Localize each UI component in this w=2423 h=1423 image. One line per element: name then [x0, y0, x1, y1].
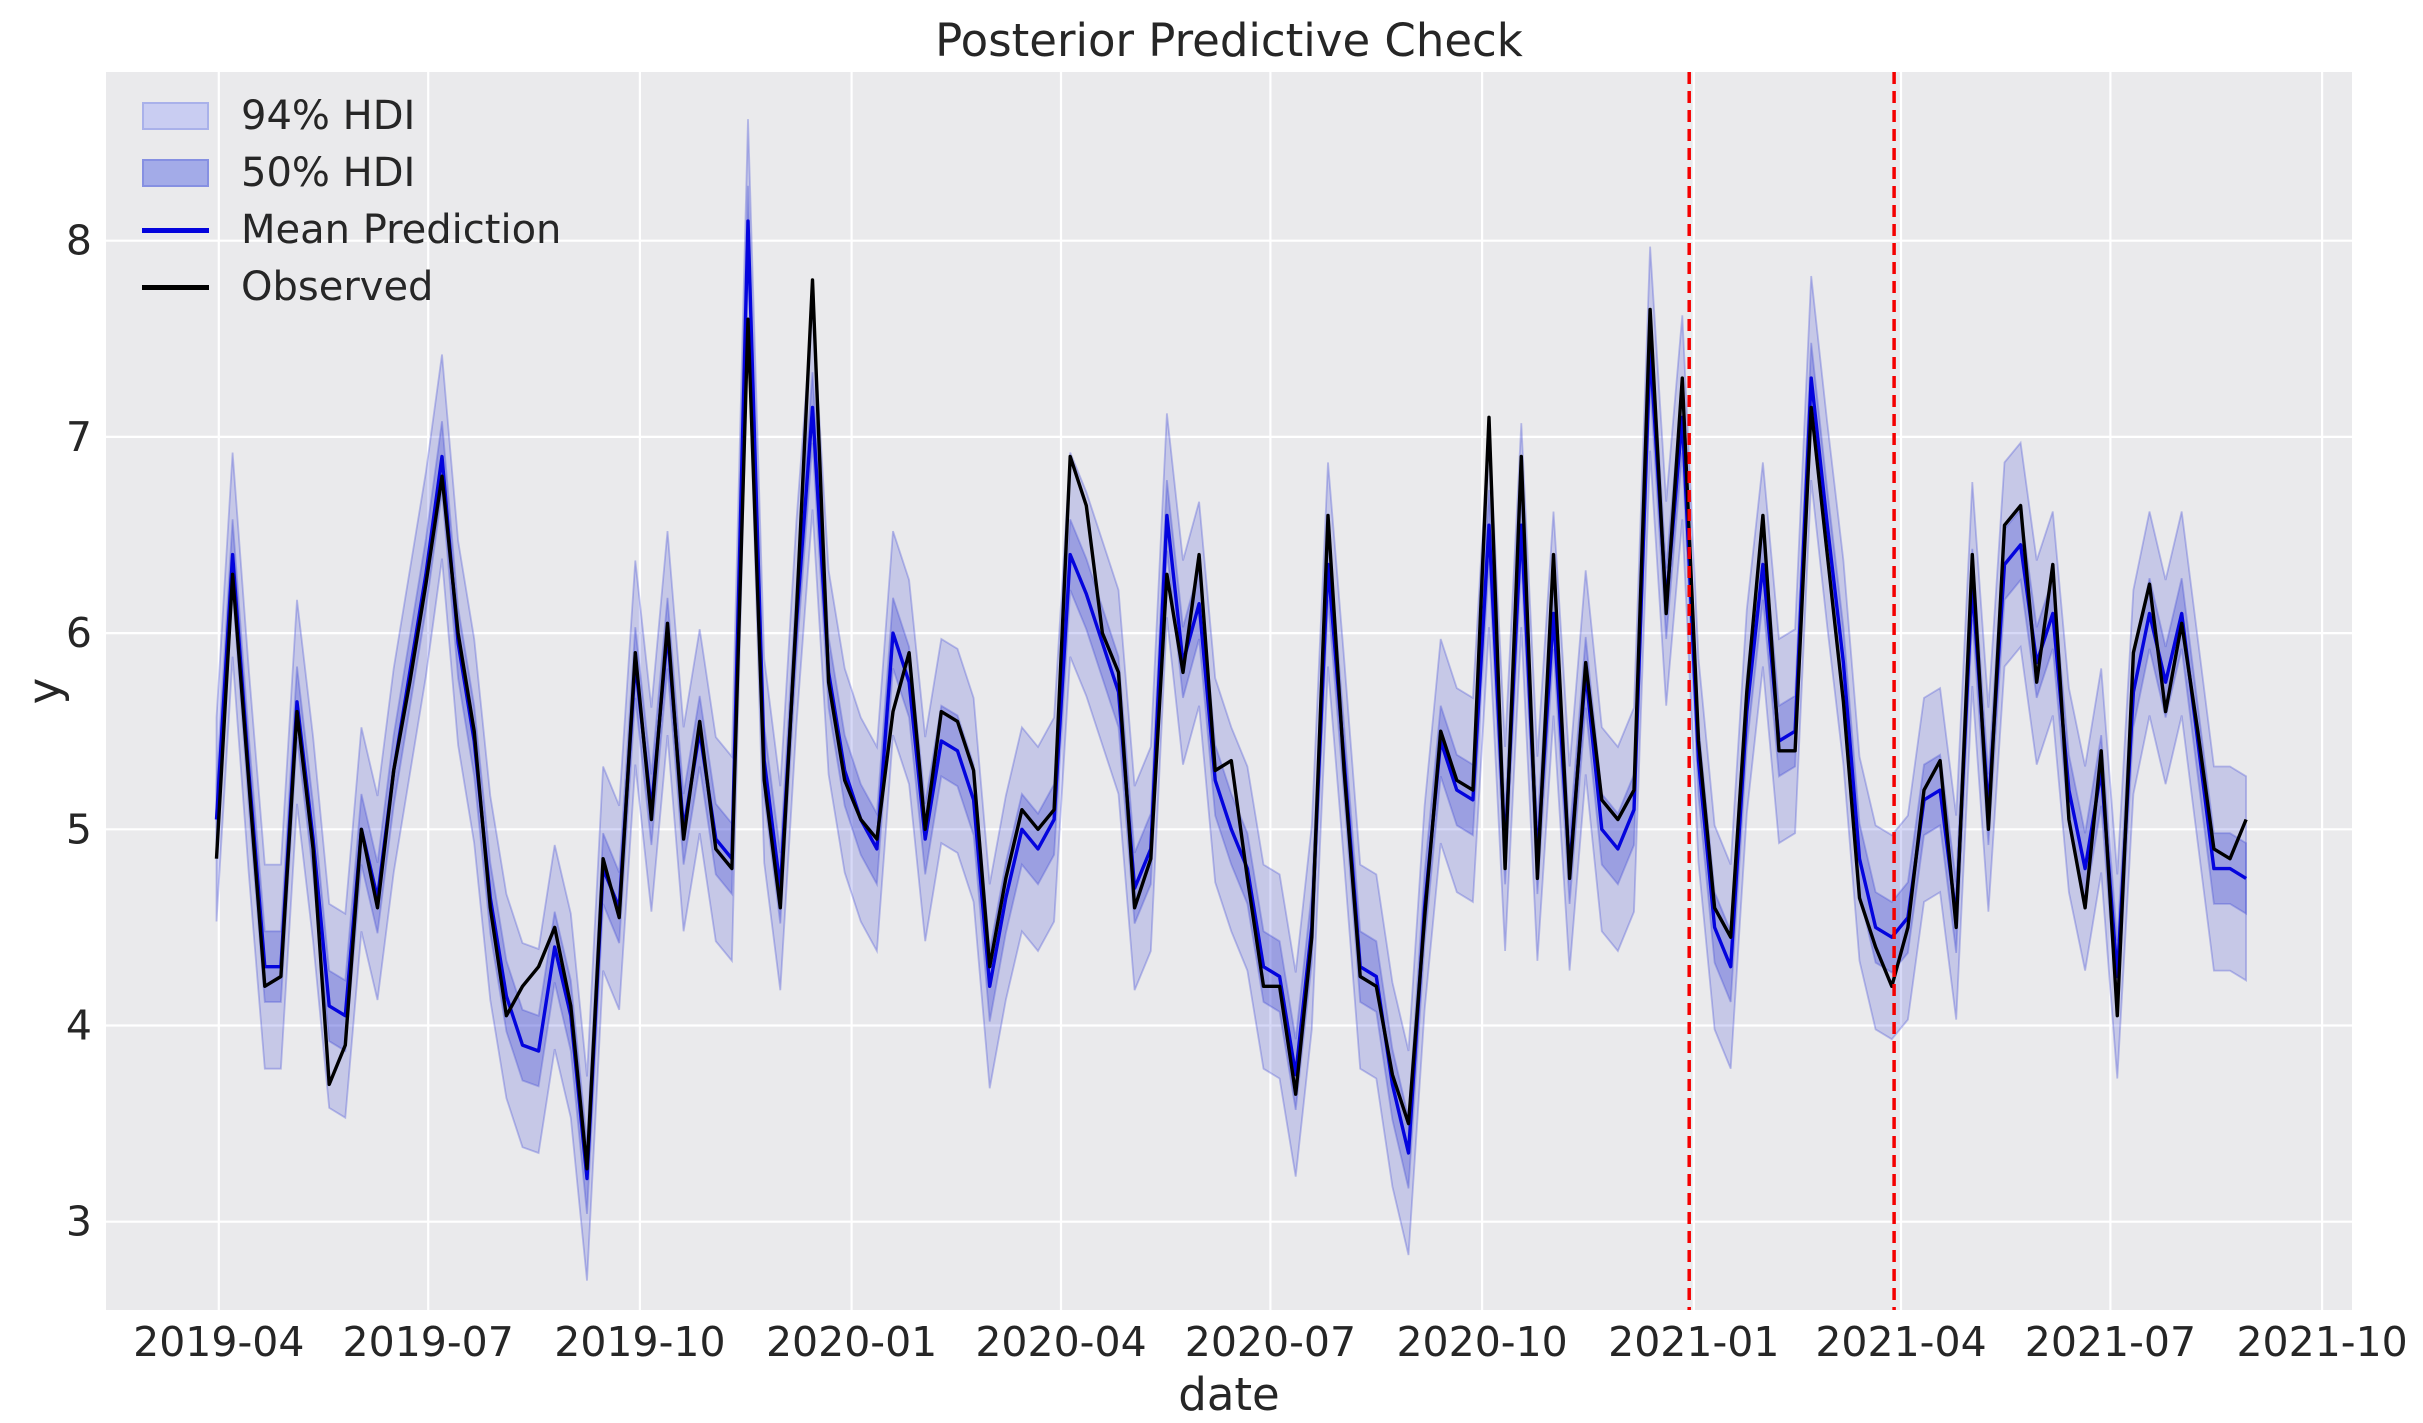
plot-area	[106, 72, 2352, 1310]
hdi94-band	[215, 119, 2248, 1281]
observed-line	[214, 278, 2248, 1171]
legend-item-hdi94: 94% HDI	[142, 96, 561, 136]
x-tick-label: 2021-07	[2025, 1318, 2196, 1366]
x-tick-labels: 2019-04 2019-07 2019-10 2020-01 2020-04 2020-…	[133, 1318, 2408, 1366]
x-tick-label: 2019-07	[343, 1318, 514, 1366]
y-tick-labels: 3 4 5 6 7 8	[66, 217, 92, 1246]
x-tick-label: 2019-04	[133, 1318, 304, 1366]
x-axis-label: date	[1178, 1368, 1280, 1421]
y-grid	[106, 239, 2352, 1223]
y-tick-label: 3	[66, 1198, 92, 1246]
y-tick-label: 7	[66, 413, 92, 461]
legend-item-observed: Observed	[142, 267, 561, 307]
hdi50-swatch-icon	[142, 159, 209, 187]
hdi50-band	[215, 185, 2248, 1214]
legend-item-mean: Mean Prediction	[142, 210, 561, 250]
x-tick-label: 2020-01	[766, 1318, 937, 1366]
x-tick-label: 2021-10	[2236, 1318, 2407, 1366]
x-tick-label: 2021-04	[1815, 1318, 1986, 1366]
y-tick-label: 4	[66, 1002, 92, 1050]
y-tick-label: 5	[66, 805, 92, 853]
chart-title: Posterior Predictive Check	[935, 14, 1523, 67]
legend-label: 94% HDI	[241, 93, 416, 139]
legend-label: Observed	[241, 264, 434, 310]
y-tick-label: 6	[66, 609, 92, 657]
legend-item-hdi50: 50% HDI	[142, 153, 561, 193]
x-tick-label: 2019-10	[554, 1318, 725, 1366]
y-axis-label: y	[17, 677, 71, 705]
legend: 94% HDI 50% HDI Mean Prediction Observed	[142, 96, 561, 307]
legend-label: Mean Prediction	[241, 207, 562, 253]
observed-line-swatch-icon	[142, 284, 209, 290]
mean-line-swatch-icon	[142, 227, 209, 233]
x-tick-label: 2020-10	[1396, 1318, 1567, 1366]
x-tick-label: 2020-07	[1185, 1318, 1356, 1366]
x-tick-label: 2020-04	[975, 1318, 1146, 1366]
x-tick-label: 2021-01	[1608, 1318, 1779, 1366]
y-tick-label: 8	[66, 217, 92, 265]
hdi94-swatch-icon	[142, 102, 209, 130]
legend-label: 50% HDI	[241, 150, 416, 196]
